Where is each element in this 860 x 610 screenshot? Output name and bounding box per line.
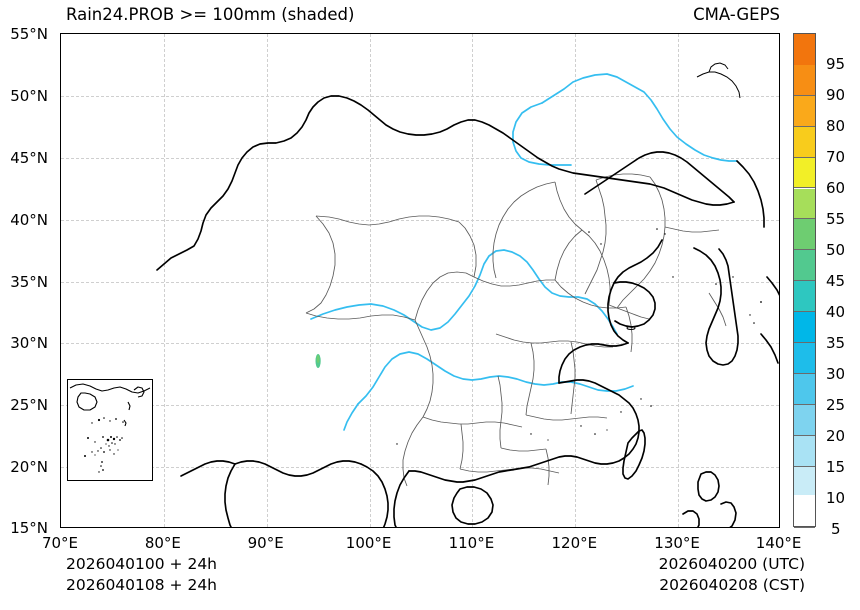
ytick-20 <box>60 467 61 468</box>
colorband-45-50[interactable] <box>794 250 815 282</box>
xtick-label-80: 80°E <box>144 534 181 552</box>
colorbar[interactable] <box>793 33 816 529</box>
south-china-sea-inset[interactable] <box>67 379 153 481</box>
ytick-label-35: 35°N <box>10 272 48 291</box>
xtick-130 <box>678 527 679 528</box>
cbar-label-50: 50 <box>826 241 846 259</box>
ytick-label-15: 15°N <box>10 519 48 537</box>
coast-detail <box>696 62 741 99</box>
ytick-label-50: 50°N <box>10 86 48 105</box>
ytick-label-30: 30°N <box>10 334 48 353</box>
colorband-90-95[interactable] <box>794 64 815 96</box>
ytick-label-20: 20°N <box>10 458 48 477</box>
ytick-label-40: 40°N <box>10 210 48 229</box>
xtick-label-110: 110°E <box>448 534 495 552</box>
xtick-110 <box>472 527 473 528</box>
ytick-label-25: 25°N <box>10 396 48 415</box>
xtick-label-140: 140°E <box>755 534 802 552</box>
cbar-label-10: 10 <box>826 489 846 507</box>
ytick-25 <box>60 405 61 406</box>
cbar-label-5: 5 <box>831 520 841 538</box>
footer-init-cst: 2026040108 + 24h <box>66 576 218 594</box>
national-borders <box>156 95 779 527</box>
xtick-label-100: 100°E <box>345 534 392 552</box>
gridline-lon-110 <box>472 34 474 527</box>
cbar-label-25: 25 <box>826 396 846 414</box>
gridline-lat-50 <box>61 95 779 97</box>
island-specks <box>396 228 762 471</box>
inset-geometry <box>69 383 151 473</box>
cbar-label-30: 30 <box>826 365 846 383</box>
xtick-label-130: 130°E <box>654 534 700 552</box>
xtick-120 <box>575 527 576 528</box>
cbar-label-90: 90 <box>826 86 846 104</box>
gridline-lat-20 <box>61 467 779 469</box>
footer-valid-cst: 2026040208 (CST) <box>659 576 805 594</box>
ytick-label-55: 55°N <box>10 25 48 43</box>
map-geometry <box>156 62 779 527</box>
colorband-10-15[interactable] <box>794 466 815 498</box>
ytick-label-45: 45°N <box>10 148 48 167</box>
xtick-label-70: 70°E <box>41 534 79 552</box>
colorband-70-80[interactable] <box>794 126 815 158</box>
colorband-15-20[interactable] <box>794 435 815 467</box>
ytick-30 <box>60 343 61 344</box>
cbar-label-55: 55 <box>826 210 846 228</box>
colorband-gt95[interactable] <box>794 34 815 65</box>
map-plot-area[interactable] <box>60 33 780 528</box>
colorband-below-lowest[interactable] <box>793 495 816 527</box>
ytick-35 <box>60 282 61 283</box>
xtick-80 <box>164 527 165 528</box>
cbar-label-60: 60 <box>826 179 846 197</box>
xtick-label-120: 120°E <box>551 534 598 552</box>
cbar-label-80: 80 <box>826 117 846 135</box>
cbar-label-95: 95 <box>826 55 846 73</box>
colorband-20-25[interactable] <box>794 404 815 436</box>
colorband-35-40[interactable] <box>794 312 815 343</box>
ytick-50 <box>60 96 61 97</box>
gridline-lat-25 <box>61 405 779 407</box>
colorband-30-35[interactable] <box>794 343 815 374</box>
gridline-lon-80 <box>163 34 165 527</box>
ytick-40 <box>60 220 61 221</box>
gridline-lon-100 <box>369 34 371 527</box>
footer-init-utc: 2026040100 + 24h <box>66 555 218 573</box>
river-lines <box>310 73 738 431</box>
cbar-label-20: 20 <box>826 427 846 445</box>
colorband-55-60[interactable] <box>794 188 815 220</box>
gridline-lat-30 <box>61 343 779 345</box>
colorband-25-30[interactable] <box>794 373 815 405</box>
province-borders <box>305 173 727 487</box>
cbar-label-45: 45 <box>826 272 846 290</box>
xtick-90 <box>267 527 268 528</box>
cbar-label-15: 15 <box>826 458 846 476</box>
ytick-45 <box>60 158 61 159</box>
gridline-lon-90 <box>266 34 268 527</box>
gridline-lat-45 <box>61 157 779 159</box>
colorband-40-45[interactable] <box>794 281 815 313</box>
plot-title: Rain24.PROB >= 100mm (shaded) <box>66 5 355 24</box>
gridline-lon-120 <box>575 34 577 527</box>
xtick-100 <box>370 527 371 528</box>
xtick-label-90: 90°E <box>247 534 284 552</box>
colorband-60-70[interactable] <box>794 157 815 189</box>
gridline-lat-40 <box>61 219 779 221</box>
cbar-label-35: 35 <box>826 334 846 352</box>
ytick-55 <box>60 34 61 35</box>
gridline-lat-35 <box>61 281 779 283</box>
cbar-label-40: 40 <box>826 303 846 321</box>
gridline-lon-130 <box>678 34 680 527</box>
cbar-label-70: 70 <box>826 148 846 166</box>
model-label: CMA-GEPS <box>693 5 780 24</box>
xtick-70 <box>61 527 62 528</box>
colorband-50-55[interactable] <box>794 219 815 251</box>
colorband-80-90[interactable] <box>794 95 815 127</box>
footer-valid-utc: 2026040200 (UTC) <box>658 555 805 573</box>
shaded-probability-field <box>315 354 321 368</box>
